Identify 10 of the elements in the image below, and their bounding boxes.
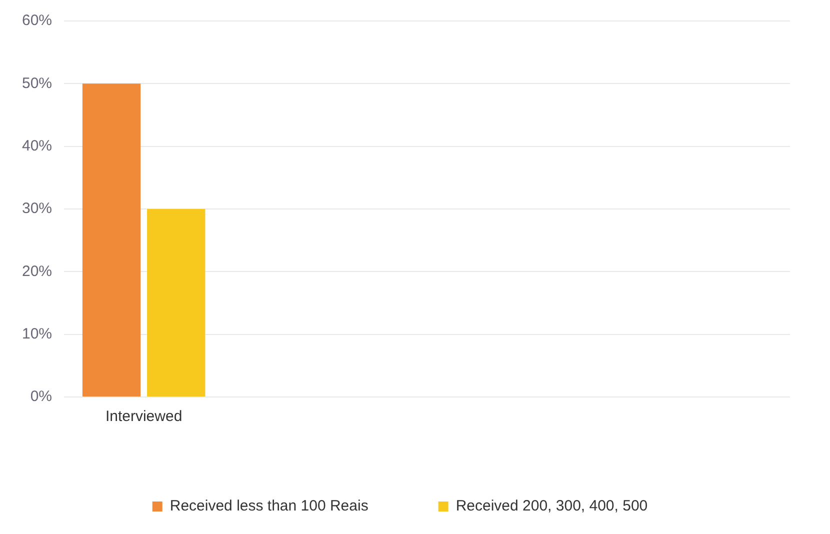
y-tick-label: 40% [22,137,52,154]
y-tick-label: 20% [22,262,52,280]
legend-label: Received less than 100 Reais [170,498,368,515]
y-tick-label: 0% [30,388,52,406]
y-tick-label: 50% [22,74,52,92]
legend-label: Received 200, 300, 400, 500 [456,498,648,515]
y-tick-label: 30% [22,200,52,218]
y-tick-label: 10% [22,325,52,342]
y-tick-label: 60% [22,12,52,30]
x-tick-label: Interviewed [105,408,182,426]
